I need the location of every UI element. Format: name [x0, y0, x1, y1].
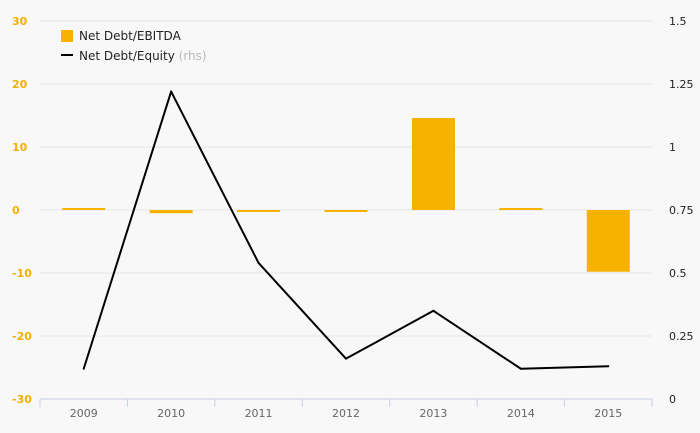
right-axis-ticks: 1.5 1.25 1 0.75 0.5 0.25 0: [669, 15, 694, 406]
right-tick-label: 0.5: [669, 267, 687, 280]
x-tick-label: 2015: [594, 407, 622, 420]
bar: [149, 210, 193, 214]
legend-bar-swatch: [61, 30, 73, 42]
bar: [62, 208, 106, 210]
bar: [237, 210, 281, 212]
left-tick-label: 20: [12, 78, 28, 91]
bar: [586, 210, 630, 272]
right-tick-label: 0.25: [669, 330, 694, 343]
legend-rhs-suffix: (rhs): [179, 49, 207, 63]
line-point: [257, 261, 260, 264]
x-axis: 2009 2010 2011 2012 2013 2014 2015: [39, 398, 653, 420]
line-point: [170, 90, 173, 93]
left-tick-label: -10: [12, 267, 32, 280]
line-point: [607, 365, 610, 368]
line-point: [432, 309, 435, 312]
x-tick-label: 2010: [157, 407, 185, 420]
left-tick-label: -20: [12, 330, 32, 343]
x-tick-label: 2009: [70, 407, 98, 420]
left-axis-ticks: 30 20 10 0 -10 -20 -30: [12, 15, 32, 406]
left-tick-label: -30: [12, 393, 32, 406]
right-tick-label: 1.25: [669, 78, 694, 91]
line-point: [345, 357, 347, 360]
right-tick-label: 1.5: [669, 15, 687, 28]
legend-label-net-debt-ebitda: Net Debt/EBITDA: [79, 29, 182, 43]
right-tick-label: 1: [669, 141, 676, 154]
x-tick-label: 2012: [332, 407, 360, 420]
left-tick-label: 10: [12, 141, 28, 154]
left-tick-label: 0: [12, 204, 20, 217]
right-tick-label: 0: [669, 393, 676, 406]
bar-series-net-debt-ebitda: [62, 118, 630, 272]
x-tick-label: 2011: [245, 407, 273, 420]
left-tick-label: 30: [12, 15, 28, 28]
line-series-net-debt-equity: [82, 90, 610, 370]
line-point: [519, 367, 522, 370]
line-point: [82, 367, 85, 370]
legend: Net Debt/EBITDA Net Debt/Equity (rhs): [61, 29, 207, 63]
right-tick-label: 0.75: [669, 204, 694, 217]
x-tick-label: 2013: [419, 407, 447, 420]
bar: [324, 210, 368, 212]
line-path: [82, 90, 609, 370]
x-tick-label: 2014: [507, 407, 535, 420]
bar: [499, 208, 543, 210]
legend-label-net-debt-equity: Net Debt/Equity (rhs): [79, 49, 207, 63]
bar: [411, 118, 455, 210]
